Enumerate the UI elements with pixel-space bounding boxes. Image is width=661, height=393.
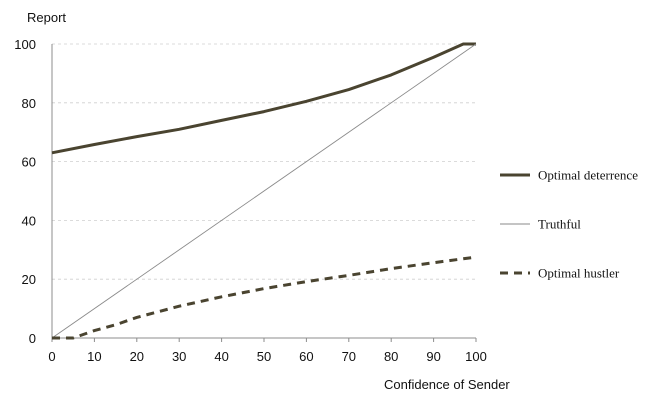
legend-label-0: Optimal deterrence [538, 168, 638, 183]
y-tick-label: 80 [22, 96, 36, 111]
y-tick-label: 0 [29, 331, 36, 346]
y-tick-label: 40 [22, 213, 36, 228]
y-tick-label: 60 [22, 155, 36, 170]
legend-label-1: Truthful [538, 217, 581, 232]
y-tick-label: 20 [22, 272, 36, 287]
y-tick-label: 100 [14, 37, 36, 52]
x-tick-label: 30 [172, 349, 186, 364]
x-axis-title: Confidence of Sender [384, 377, 510, 392]
x-tick-label: 40 [214, 349, 228, 364]
gridlines [52, 43, 476, 280]
x-tick-label: 70 [342, 349, 356, 364]
x-tick-label: 20 [130, 349, 144, 364]
x-tick-label: 50 [257, 349, 271, 364]
x-tick-label: 0 [48, 349, 55, 364]
series-lines [51, 42, 477, 340]
series-line-optimal-deterrence [51, 42, 476, 155]
x-tick-label: 10 [87, 349, 101, 364]
x-tick-label: 100 [465, 349, 487, 364]
legend-label-2: Optimal hustler [538, 266, 620, 281]
y-axis-title: Report [27, 10, 66, 25]
x-tick-label: 60 [299, 349, 313, 364]
series-line-optimal-hustler [52, 255, 477, 340]
legend: Optimal deterrence Truthful Optimal hustle… [500, 168, 638, 281]
x-tick-label: 90 [426, 349, 440, 364]
series-line-truthful [51, 43, 477, 339]
tick-labels: 0 20 40 60 80 100 0 10 20 30 40 50 60 70 80 90 100 [14, 37, 487, 364]
x-tick-label: 80 [384, 349, 398, 364]
